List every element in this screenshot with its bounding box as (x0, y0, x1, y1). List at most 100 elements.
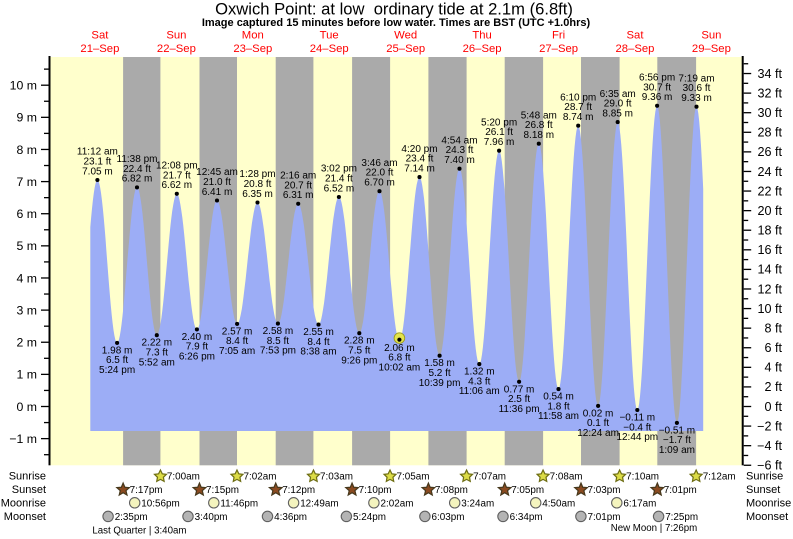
svg-text:Sunrise: Sunrise (9, 470, 46, 482)
svg-text:Moonset: Moonset (4, 511, 46, 523)
svg-text:Oxwich Point: at low ordinary: Oxwich Point: at low ordinary tide at 2.… (215, 0, 573, 18)
svg-text:4 m: 4 m (17, 271, 38, 285)
svg-text:6:17am: 6:17am (623, 499, 656, 510)
svg-text:28–Sep: 28–Sep (616, 43, 655, 55)
svg-text:7:15pm: 7:15pm (206, 485, 239, 496)
svg-text:Sunset: Sunset (12, 484, 46, 496)
svg-text:3:02 pm: 3:02 pm (321, 164, 357, 175)
svg-text:7:01pm: 7:01pm (588, 512, 621, 523)
svg-text:7:10pm: 7:10pm (359, 485, 392, 496)
svg-text:6:10 pm: 6:10 pm (560, 92, 596, 103)
svg-text:5 m: 5 m (17, 239, 38, 253)
svg-text:4:50am: 4:50am (542, 499, 575, 510)
svg-text:27–Sep: 27–Sep (539, 43, 578, 55)
svg-text:30.6 ft: 30.6 ft (683, 83, 711, 94)
svg-text:0.54 m: 0.54 m (543, 392, 574, 403)
svg-text:10:02 am: 10:02 am (379, 362, 421, 373)
svg-text:0 ft: 0 ft (764, 400, 782, 414)
svg-text:12 ft: 12 ft (757, 282, 782, 296)
svg-text:4 ft: 4 ft (764, 361, 782, 375)
svg-text:10 m: 10 m (10, 79, 37, 93)
svg-text:2:35pm: 2:35pm (115, 512, 148, 523)
svg-text:−4 ft: −4 ft (757, 439, 782, 453)
svg-text:34 ft: 34 ft (757, 67, 782, 81)
svg-text:7:12pm: 7:12pm (282, 485, 315, 496)
svg-text:7.96 m: 7.96 m (484, 137, 515, 148)
svg-text:21.0 ft: 21.0 ft (203, 177, 231, 188)
svg-text:11:12 am: 11:12 am (77, 147, 118, 158)
svg-text:11:46pm: 11:46pm (220, 499, 258, 510)
svg-text:8.74 m: 8.74 m (563, 112, 594, 123)
svg-text:10:39 pm: 10:39 pm (419, 378, 461, 389)
svg-text:10:56pm: 10:56pm (141, 499, 179, 510)
svg-text:6.31 m: 6.31 m (283, 190, 314, 201)
svg-text:12:49am: 12:49am (300, 499, 338, 510)
svg-text:−0.51 m: −0.51 m (659, 425, 695, 436)
svg-text:32 ft: 32 ft (757, 86, 782, 100)
svg-text:3 m: 3 m (17, 303, 38, 317)
svg-text:7:01pm: 7:01pm (664, 485, 697, 496)
svg-text:23.4 ft: 23.4 ft (406, 154, 434, 165)
svg-text:7.40 m: 7.40 m (444, 155, 475, 166)
svg-text:2 ft: 2 ft (764, 380, 782, 394)
svg-text:Sun: Sun (166, 29, 186, 41)
svg-text:6.35 m: 6.35 m (242, 189, 273, 200)
svg-text:6:26 pm: 6:26 pm (179, 352, 215, 363)
svg-text:7.5 ft: 7.5 ft (348, 346, 370, 357)
svg-text:7:05am: 7:05am (397, 471, 430, 482)
svg-text:7:53 pm: 7:53 pm (260, 346, 296, 357)
svg-text:6:03pm: 6:03pm (432, 512, 465, 523)
svg-text:Tue: Tue (320, 29, 339, 41)
svg-text:7 m: 7 m (17, 175, 38, 189)
svg-text:7:08am: 7:08am (550, 471, 583, 482)
svg-text:2.06 m: 2.06 m (384, 343, 415, 354)
svg-text:6.52 m: 6.52 m (324, 183, 355, 194)
svg-text:1.8 ft: 1.8 ft (547, 401, 569, 412)
svg-text:16 ft: 16 ft (757, 243, 782, 257)
svg-text:Wed: Wed (394, 29, 417, 41)
svg-text:0.77 m: 0.77 m (504, 384, 535, 395)
svg-text:7.9 ft: 7.9 ft (186, 342, 208, 353)
svg-text:8.85 m: 8.85 m (602, 108, 633, 119)
svg-text:5:24pm: 5:24pm (353, 512, 386, 523)
svg-text:6.82 m: 6.82 m (122, 174, 153, 185)
svg-text:−2 ft: −2 ft (757, 419, 782, 433)
svg-text:7:00am: 7:00am (167, 471, 200, 482)
svg-text:22–Sep: 22–Sep (157, 43, 196, 55)
svg-text:−0.11 m: −0.11 m (619, 413, 655, 424)
svg-text:7:03pm: 7:03pm (588, 485, 621, 496)
svg-text:Image captured 15 minutes befo: Image captured 15 minutes before low wat… (202, 17, 591, 29)
svg-text:6.62 m: 6.62 m (162, 180, 193, 191)
svg-text:5:52 am: 5:52 am (139, 357, 175, 368)
svg-text:4:20 pm: 4:20 pm (401, 144, 437, 155)
svg-text:23.1 ft: 23.1 ft (83, 157, 111, 168)
svg-text:7:10am: 7:10am (626, 471, 659, 482)
svg-text:7.3 ft: 7.3 ft (146, 348, 168, 359)
svg-text:30 ft: 30 ft (757, 106, 782, 120)
svg-text:3:24am: 3:24am (461, 499, 494, 510)
svg-text:26 ft: 26 ft (757, 145, 782, 159)
svg-text:0 m: 0 m (17, 400, 38, 414)
svg-text:3:46 am: 3:46 am (361, 158, 397, 169)
svg-text:8.4 ft: 8.4 ft (307, 337, 329, 348)
svg-text:Last Quarter | 3:40am: Last Quarter | 3:40am (92, 526, 186, 537)
svg-text:18 ft: 18 ft (757, 224, 782, 238)
svg-text:7:19 am: 7:19 am (678, 73, 714, 84)
svg-text:6:56 pm: 6:56 pm (639, 73, 675, 84)
svg-text:Moonset: Moonset (746, 511, 788, 523)
svg-text:Sunrise: Sunrise (746, 470, 783, 482)
svg-text:28 ft: 28 ft (757, 126, 782, 140)
svg-text:5:24 pm: 5:24 pm (99, 365, 135, 376)
svg-text:2.58 m: 2.58 m (263, 326, 294, 337)
svg-text:6:34pm: 6:34pm (510, 512, 543, 523)
svg-text:11:38 pm: 11:38 pm (117, 154, 158, 165)
svg-text:1.32 m: 1.32 m (464, 367, 495, 378)
svg-text:8 m: 8 m (17, 143, 38, 157)
svg-text:26–Sep: 26–Sep (463, 43, 502, 55)
svg-text:2.28 m: 2.28 m (344, 336, 375, 347)
svg-text:2:16 am: 2:16 am (280, 171, 316, 182)
svg-text:1.98 m: 1.98 m (102, 345, 133, 356)
svg-text:7:25pm: 7:25pm (665, 512, 698, 523)
svg-text:26.8 ft: 26.8 ft (525, 120, 553, 131)
svg-text:Moonrise: Moonrise (1, 498, 46, 510)
